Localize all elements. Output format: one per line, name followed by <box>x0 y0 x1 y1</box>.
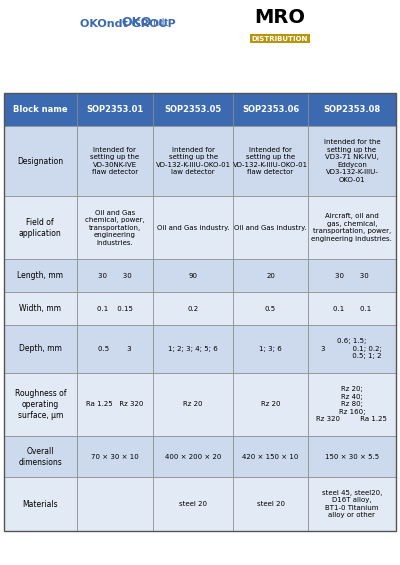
Text: 0.1       0.1: 0.1 0.1 <box>333 306 371 312</box>
FancyBboxPatch shape <box>153 93 233 126</box>
Text: 0.5: 0.5 <box>265 306 276 312</box>
FancyBboxPatch shape <box>76 93 153 126</box>
Text: Roughness of
operating
surface, μm: Roughness of operating surface, μm <box>14 389 66 420</box>
Text: 0.5        3: 0.5 3 <box>98 346 132 352</box>
FancyBboxPatch shape <box>153 477 233 531</box>
FancyBboxPatch shape <box>233 325 308 373</box>
FancyBboxPatch shape <box>308 196 396 259</box>
FancyBboxPatch shape <box>4 292 76 325</box>
FancyBboxPatch shape <box>233 259 308 292</box>
Text: 1; 3; 6: 1; 3; 6 <box>259 346 282 352</box>
Text: 90: 90 <box>189 273 198 279</box>
Text: Designation: Designation <box>17 157 63 166</box>
FancyBboxPatch shape <box>233 126 308 196</box>
Text: Intended for
setting up the
VD-30NK-IVE
flaw detector: Intended for setting up the VD-30NK-IVE … <box>90 147 139 175</box>
FancyBboxPatch shape <box>153 126 233 196</box>
FancyBboxPatch shape <box>76 126 153 196</box>
FancyBboxPatch shape <box>4 259 76 292</box>
Text: 20: 20 <box>266 273 275 279</box>
Text: Materials: Materials <box>22 499 58 508</box>
Text: OKO: OKO <box>122 16 152 29</box>
FancyBboxPatch shape <box>308 373 396 436</box>
Text: Depth, mm: Depth, mm <box>19 345 62 354</box>
Text: Rz 20;
Rz 40;
Rz 80;
Rz 160;
Rz 320         Ra 1.25: Rz 20; Rz 40; Rz 80; Rz 160; Rz 320 Ra 1… <box>316 386 387 423</box>
Text: 420 × 150 × 10: 420 × 150 × 10 <box>242 454 299 460</box>
FancyBboxPatch shape <box>153 325 233 373</box>
Text: Intended for the
setting up the
VD3-71 NK-IVU,
Eddycon
VD3-132-K-IIIU-
OKO-01: Intended for the setting up the VD3-71 N… <box>324 140 380 183</box>
FancyBboxPatch shape <box>233 196 308 259</box>
Text: Ra 1.25   Rz 320: Ra 1.25 Rz 320 <box>86 401 144 407</box>
FancyBboxPatch shape <box>4 477 76 531</box>
Text: DISTRIBUTION: DISTRIBUTION <box>252 36 308 42</box>
Text: SOP2353.01: SOP2353.01 <box>86 105 143 114</box>
FancyBboxPatch shape <box>76 259 153 292</box>
FancyBboxPatch shape <box>4 325 76 373</box>
Text: SOP2353.06: SOP2353.06 <box>242 105 299 114</box>
Text: 400 × 200 × 20: 400 × 200 × 20 <box>165 454 221 460</box>
Text: 0.6; 1.5;
3            0.1; 0.2;
             0.5; 1; 2: 0.6; 1.5; 3 0.1; 0.2; 0.5; 1; 2 <box>322 338 382 359</box>
FancyBboxPatch shape <box>233 93 308 126</box>
FancyBboxPatch shape <box>4 93 76 126</box>
Text: SOP2353.05: SOP2353.05 <box>164 105 222 114</box>
Text: 30       30: 30 30 <box>335 273 369 279</box>
FancyBboxPatch shape <box>308 477 396 531</box>
Text: SOP2353.08: SOP2353.08 <box>323 105 380 114</box>
Text: MRO: MRO <box>254 8 306 27</box>
FancyBboxPatch shape <box>153 196 233 259</box>
Text: Rz 20: Rz 20 <box>261 401 280 407</box>
FancyBboxPatch shape <box>76 325 153 373</box>
Text: Oil and Gas industry.: Oil and Gas industry. <box>234 224 307 231</box>
FancyBboxPatch shape <box>308 325 396 373</box>
FancyBboxPatch shape <box>4 126 76 196</box>
Text: Width, mm: Width, mm <box>19 304 61 313</box>
FancyBboxPatch shape <box>233 477 308 531</box>
Text: Length, mm: Length, mm <box>17 271 63 280</box>
Text: 150 × 30 × 5.5: 150 × 30 × 5.5 <box>325 454 379 460</box>
Text: 30       30: 30 30 <box>98 273 132 279</box>
Text: Intended for
setting up the
VD-132-K-IIIU-OKO-01
flaw detector: Intended for setting up the VD-132-K-III… <box>233 147 308 175</box>
FancyBboxPatch shape <box>153 259 233 292</box>
Text: Block name: Block name <box>13 105 68 114</box>
FancyBboxPatch shape <box>308 126 396 196</box>
Text: Field of
application: Field of application <box>19 218 62 238</box>
FancyBboxPatch shape <box>308 93 396 126</box>
FancyBboxPatch shape <box>233 373 308 436</box>
FancyBboxPatch shape <box>308 259 396 292</box>
Text: 0.2: 0.2 <box>188 306 199 312</box>
FancyBboxPatch shape <box>76 196 153 259</box>
Text: steel 20: steel 20 <box>179 501 207 507</box>
FancyBboxPatch shape <box>76 373 153 436</box>
FancyBboxPatch shape <box>308 292 396 325</box>
Text: Intended for
setting up the
VD-132-K-IIIU-OKO-01
law detector: Intended for setting up the VD-132-K-III… <box>156 147 231 175</box>
FancyBboxPatch shape <box>4 436 76 477</box>
Text: 1; 2; 3; 4; 5; 6: 1; 2; 3; 4; 5; 6 <box>168 346 218 352</box>
Text: steel 45, steel20,
D16T alloy,
BT1-0 Titanium
alloy or other: steel 45, steel20, D16T alloy, BT1-0 Tit… <box>322 490 382 519</box>
Text: Aircraft, oil and
gas, chemical,
transportation, power,
engineering industries.: Aircraft, oil and gas, chemical, transpo… <box>312 214 392 242</box>
Text: OKOndt GROUP: OKOndt GROUP <box>80 19 176 29</box>
FancyBboxPatch shape <box>76 436 153 477</box>
FancyBboxPatch shape <box>153 373 233 436</box>
Text: 70 × 30 × 10: 70 × 30 × 10 <box>91 454 139 460</box>
Text: ndt: ndt <box>152 18 168 28</box>
FancyBboxPatch shape <box>4 373 76 436</box>
Text: Oil and Gas industry.: Oil and Gas industry. <box>157 224 229 231</box>
FancyBboxPatch shape <box>308 436 396 477</box>
FancyBboxPatch shape <box>76 292 153 325</box>
FancyBboxPatch shape <box>76 477 153 531</box>
Text: Overall
dimensions: Overall dimensions <box>18 446 62 467</box>
FancyBboxPatch shape <box>233 436 308 477</box>
FancyBboxPatch shape <box>153 436 233 477</box>
Text: steel 20: steel 20 <box>256 501 284 507</box>
FancyBboxPatch shape <box>153 292 233 325</box>
Text: 0.1    0.15: 0.1 0.15 <box>97 306 133 312</box>
FancyBboxPatch shape <box>233 292 308 325</box>
Text: Oil and Gas
chemical, power,
transportation,
engineering
industries.: Oil and Gas chemical, power, transportat… <box>85 210 145 246</box>
Text: Rz 20: Rz 20 <box>183 401 203 407</box>
FancyBboxPatch shape <box>4 196 76 259</box>
